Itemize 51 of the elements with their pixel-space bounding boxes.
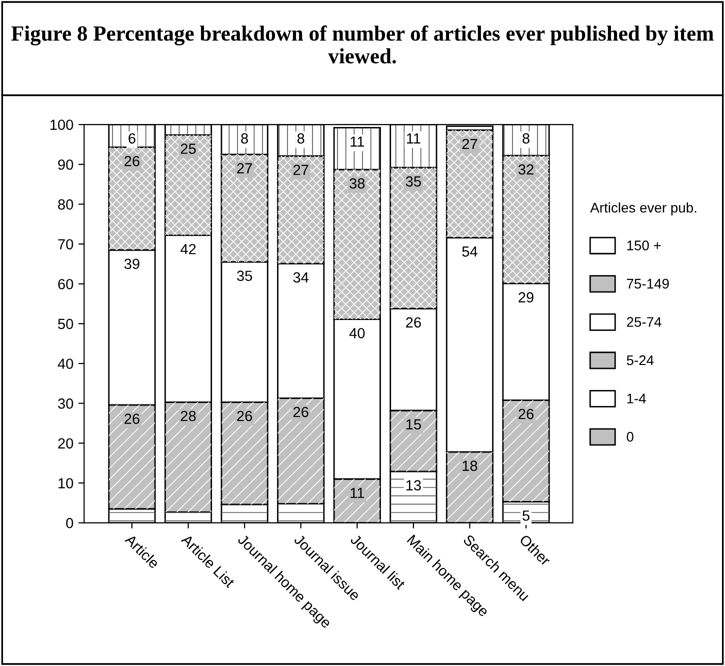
y-tick-label: 0 [66,518,74,528]
legend-label: 0 [626,432,634,442]
y-tick-label: 50 [58,318,74,330]
data-label: 27 [293,164,308,175]
data-label: 32 [518,164,534,175]
data-label: 42 [180,244,196,254]
data-label: 54 [462,246,478,257]
data-label: 40 [349,328,365,338]
y-tick-label: 10 [58,478,74,488]
legend-title: Articles ever pub. [590,202,696,216]
y-tick-label: 70 [58,239,74,250]
chart-title: Figure 8 Percentage breakdown of number of articles ever published by item viewed. [11,25,714,64]
y-tick-label: 90 [58,159,74,170]
data-label: 35 [236,270,252,281]
data-label: 28 [180,410,196,422]
legend-label: 1-4 [627,394,646,404]
data-label: 5 [522,510,530,521]
legend-label: 75-149 [626,278,669,289]
data-label: 11 [406,133,420,144]
data-label: 26 [518,408,534,420]
data-label: 26 [406,317,421,328]
data-label: 25 [180,144,196,154]
data-label: 26 [124,414,140,424]
data-label: 26 [124,156,140,166]
data-label: 13 [406,480,421,490]
data-label: 8 [297,133,304,144]
data-label: 15 [406,419,421,430]
y-tick-label: 20 [58,438,74,449]
data-label: 35 [406,176,421,187]
data-label: 34 [293,272,309,283]
data-label: 38 [350,178,365,189]
data-label: 8 [522,133,530,144]
data-label: 18 [462,460,478,471]
data-label: 11 [350,488,364,498]
y-tick-label: 30 [58,398,74,409]
data-label: 8 [241,133,248,144]
data-label: 11 [350,136,364,147]
data-label: 27 [462,138,478,150]
data-label: 6 [128,133,136,144]
y-tick-label: 100 [50,120,74,130]
data-label: 39 [124,258,140,270]
y-tick-label: 80 [58,199,74,210]
legend-label: 150 + [627,240,661,250]
data-label: 26 [293,406,308,418]
y-tick-label: 60 [58,278,74,290]
data-label: 29 [518,292,534,302]
data-label: 26 [237,410,252,422]
legend-label: 5-24 [626,355,654,366]
y-tick-label: 40 [58,358,74,369]
data-label: 27 [237,163,252,174]
legend-label: 25-74 [626,317,662,327]
